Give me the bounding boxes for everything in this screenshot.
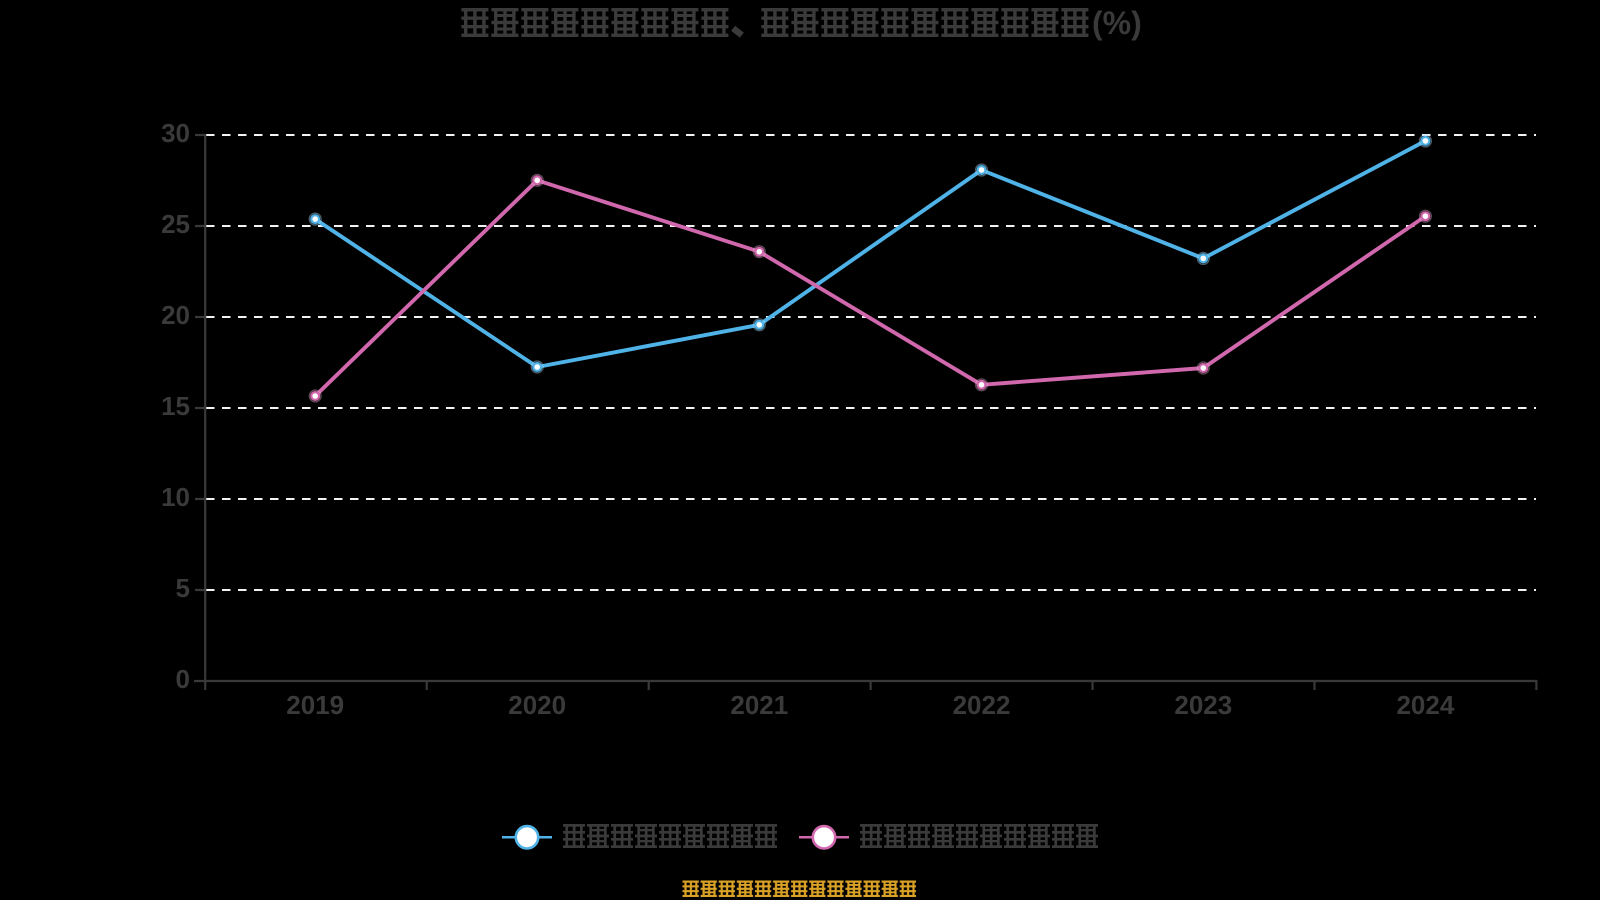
svg-text:20: 20 <box>161 300 190 330</box>
svg-text:30: 30 <box>161 118 190 148</box>
svg-text:2024: 2024 <box>1396 690 1454 720</box>
svg-text:2019: 2019 <box>286 690 344 720</box>
svg-text:10: 10 <box>161 482 190 512</box>
svg-text:2021: 2021 <box>730 690 788 720</box>
svg-text:0: 0 <box>176 664 190 694</box>
svg-text:5: 5 <box>176 573 190 603</box>
svg-text:2023: 2023 <box>1174 690 1232 720</box>
svg-text:15: 15 <box>161 391 190 421</box>
svg-text:2022: 2022 <box>953 690 1011 720</box>
svg-text:25: 25 <box>161 209 190 239</box>
svg-text:(%): (%) <box>1092 5 1142 41</box>
svg-text:2020: 2020 <box>508 690 566 720</box>
